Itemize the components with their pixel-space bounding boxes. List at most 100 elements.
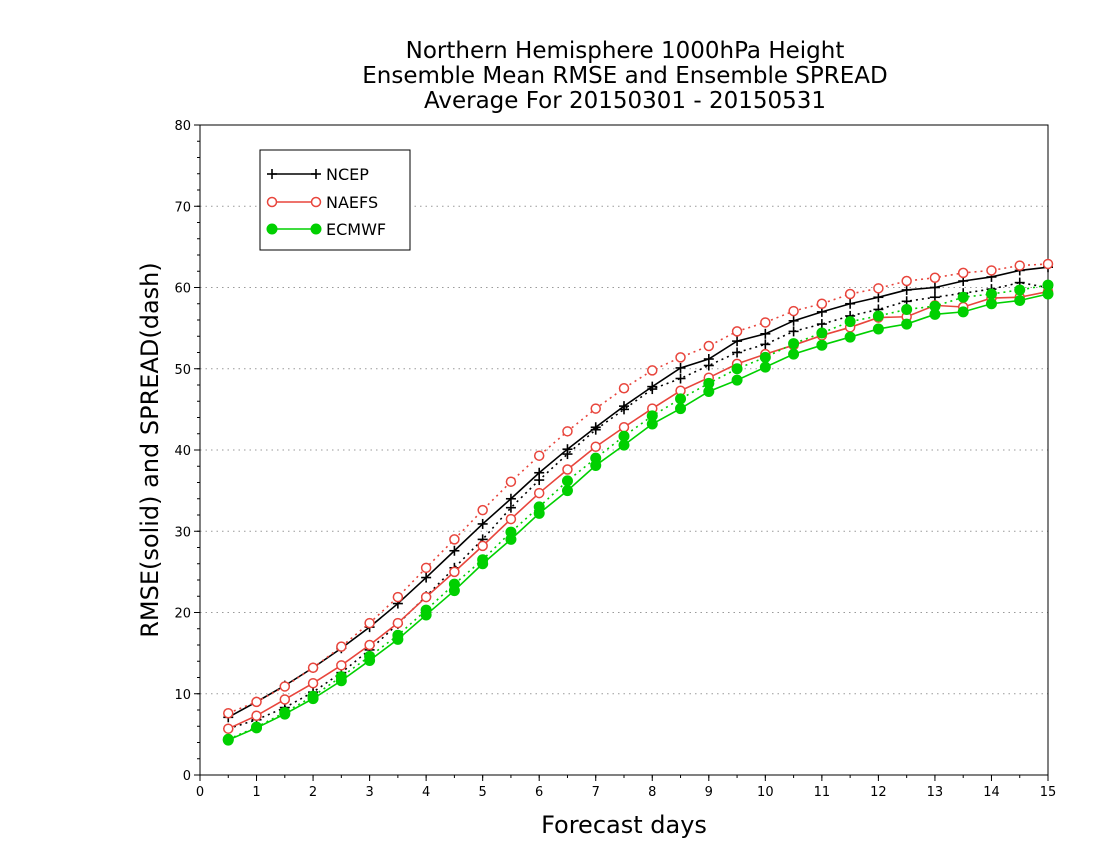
- ncep-rmse-point-16: [675, 362, 686, 373]
- ecmwf-rmse-point-20: [788, 348, 800, 360]
- naefs-rmse-point-0: [223, 723, 234, 734]
- ecmwf-spread-point-21: [816, 327, 828, 339]
- y-tick-label-10: 10: [174, 688, 191, 703]
- ncep-spread-point-20: [788, 326, 799, 337]
- naefs-spread-point-3: [307, 662, 319, 673]
- y-tick-label-30: 30: [174, 525, 191, 540]
- x-tick-label-13: 13: [927, 785, 944, 800]
- ecmwf-rmse-point-4: [335, 675, 347, 687]
- y-tick-label-0: 0: [183, 769, 191, 784]
- ecmwf-spread-point-27: [985, 288, 997, 300]
- ecmwf-rmse-point-27: [985, 298, 997, 310]
- x-tick-label-4: 4: [422, 785, 430, 800]
- ecmwf-rmse-point-24: [901, 318, 913, 330]
- naefs-spread-point-29: [1042, 258, 1054, 270]
- chart-title-line-1: Northern Hemisphere 1000hPa Height: [406, 38, 845, 64]
- ncep-rmse-point-17: [703, 354, 714, 364]
- x-tick-label-6: 6: [535, 785, 543, 800]
- y-tick-label-20: 20: [174, 607, 191, 622]
- naefs-rmse-point-8: [449, 566, 460, 578]
- x-tick-label-5: 5: [479, 785, 487, 800]
- naefs-rmse-point-10: [505, 513, 517, 525]
- x-tick-label-11: 11: [814, 785, 831, 800]
- legend-box: [259, 149, 411, 251]
- legend-label-ecmwf: ECMWF: [326, 220, 386, 239]
- naefs-spread-point-9: [477, 504, 488, 516]
- ncep-rmse-line: [227, 266, 1049, 719]
- ecmwf-spread-point-26: [957, 291, 969, 303]
- naefs-rmse-point-6: [392, 617, 404, 629]
- legend-label-ncep: NCEP: [326, 165, 369, 184]
- ecmwf-rmse-point-28: [1014, 295, 1026, 306]
- ecmwf-spread-point-19: [759, 351, 771, 363]
- naefs-rmse-point-1: [251, 710, 262, 721]
- naefs-spread-point-19: [760, 317, 771, 328]
- naefs-rmse-line: [227, 290, 1049, 730]
- ncep-rmse-point-18: [732, 336, 743, 347]
- x-tick-label-15: 15: [1040, 785, 1057, 800]
- y-tick-label-60: 60: [174, 282, 191, 297]
- ncep-rmse-point-11: [534, 467, 545, 478]
- naefs-spread-point-27: [986, 265, 997, 276]
- ecmwf-rmse-line: [227, 293, 1049, 741]
- ecmwf-rmse-point-6: [392, 633, 404, 645]
- x-tick-label-14: 14: [983, 785, 1000, 800]
- x-tick-label-10: 10: [757, 785, 774, 800]
- naefs-spread-point-15: [647, 365, 658, 376]
- ecmwf-spread-point-22: [844, 316, 856, 328]
- naefs-rmse-point-11: [533, 487, 545, 499]
- chart-title-line-2: Ensemble Mean RMSE and Ensemble SPREAD: [362, 63, 887, 89]
- naefs-spread-point-8: [449, 534, 460, 545]
- naefs-spread-point-22: [844, 288, 856, 300]
- naefs-spread-point-24: [901, 275, 912, 287]
- ncep-rmse-point-22: [845, 298, 856, 309]
- naefs-spread-point-1: [251, 696, 262, 708]
- x-axis-title: Forecast days: [541, 811, 707, 839]
- ncep-spread-point-21: [816, 319, 827, 330]
- naefs-rmse-point-3: [307, 677, 319, 689]
- ecmwf-rmse-point-16: [675, 403, 687, 415]
- naefs-spread-point-11: [533, 450, 545, 461]
- ncep-rmse-point-24: [901, 284, 912, 295]
- ecmwf-spread-point-28: [1014, 284, 1026, 296]
- naefs-rmse-point-14: [618, 422, 630, 433]
- ecmwf-rmse-point-10: [505, 533, 517, 545]
- ecmwf-rmse-point-11: [533, 507, 545, 519]
- legend: NCEP NAEFS ECMWF: [259, 149, 411, 251]
- naefs-rmse-point-7: [420, 591, 432, 603]
- ecmwf-rmse-point-21: [816, 339, 828, 351]
- ncep-rmse-point-15: [647, 381, 658, 392]
- naefs-spread-point-20: [788, 305, 799, 317]
- ncep-rmse-point-10: [505, 493, 516, 504]
- naefs-rmse-point-12: [562, 464, 573, 475]
- ecmwf-rmse-point-19: [759, 361, 771, 373]
- naefs-rmse-point-4: [336, 660, 347, 671]
- ncep-spread-line: [228, 281, 1049, 730]
- naefs-spread-point-7: [420, 562, 432, 574]
- ecmwf-rmse-point-23: [872, 323, 884, 335]
- naefs-spread-point-6: [392, 591, 404, 603]
- ecmwf-rmse-point-2: [279, 708, 291, 720]
- legend-marker-ecmwf-b: [310, 223, 322, 235]
- ncep-rmse-point-25: [929, 282, 940, 293]
- naefs-spread-point-0: [223, 708, 234, 719]
- naefs-rmse-point-2: [279, 694, 291, 705]
- y-tick-label-40: 40: [174, 444, 191, 459]
- naefs-spread-point-23: [873, 283, 884, 294]
- legend-marker-ncep-b: [311, 169, 321, 179]
- ecmwf-spread-point-20: [788, 338, 800, 350]
- x-tick-label-12: 12: [870, 785, 887, 800]
- ecmwf-rmse-point-3: [307, 693, 319, 705]
- ecmwf-rmse-point-22: [844, 331, 856, 343]
- ncep-rmse-point-13: [590, 422, 601, 433]
- ecmwf-rmse-point-15: [646, 418, 658, 430]
- x-tick-label-3: 3: [365, 785, 373, 800]
- chart-title-line-3: Average For 20150301 - 20150531: [424, 88, 826, 114]
- ncep-rmse-point-9: [477, 518, 488, 529]
- ncep-spread-point-19: [760, 339, 771, 350]
- legend-marker-ecmwf-a: [266, 223, 278, 235]
- x-tick-label-7: 7: [592, 785, 600, 800]
- ncep-rmse-point-20: [788, 315, 799, 326]
